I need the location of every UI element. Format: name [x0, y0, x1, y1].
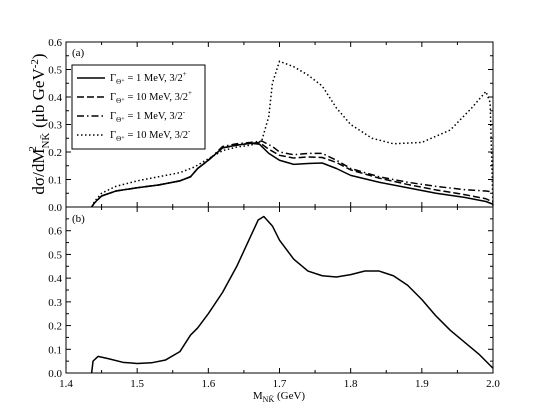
- series-line-a-1: [91, 141, 494, 208]
- y-tick-label-b: 0.1: [48, 344, 62, 356]
- y-tick-label-b: 0.2: [48, 321, 62, 333]
- y-tick-label-a: 0.2: [48, 147, 62, 159]
- legend-entry-3: ΓΘ⁺ = 10 MeV, 3/2-: [110, 127, 191, 143]
- y-tick-label-a: 0.6: [48, 37, 62, 49]
- legend-entry-1: ΓΘ⁺ = 10 MeV, 3/2+: [110, 89, 192, 105]
- panel-a-label: (a): [72, 47, 85, 59]
- y-axis-label: dσ/dMNK̄2 (μb GeV-2): [27, 53, 52, 194]
- y-tick-label-b: 0.5: [48, 249, 62, 261]
- panel-a-series: [90, 60, 494, 208]
- x-axis-label: MNK̄ (GeV): [253, 390, 306, 404]
- x-tick-label: 1.5: [130, 378, 144, 390]
- x-tick-label: 1.9: [415, 378, 429, 390]
- y-tick-label-a: 0.4: [48, 92, 62, 104]
- panel-b-frame: [65, 206, 494, 374]
- y-tick-label-b: 0.6: [48, 226, 62, 238]
- y-tick-label-a: 0.3: [48, 120, 62, 132]
- series-line-a-0: [91, 142, 494, 208]
- legend-entry-2: ΓΘ⁺ = 1 MeV, 3/2-: [110, 108, 186, 124]
- panel-b-ticks: 1.4 1.5 1.6 1.7 1.8 1.9 2.0 0.0 0.1 0.2 0.3 0.4 0.5 0…: [48, 207, 500, 390]
- series-line-a-2: [91, 140, 494, 208]
- x-tick-label: 1.8: [344, 378, 358, 390]
- x-tick-label: 1.6: [201, 378, 215, 390]
- y-tick-label-a: 0.0: [48, 202, 62, 214]
- y-tick-label-a: 0.1: [48, 175, 62, 187]
- panel-b-label: (b): [72, 213, 85, 225]
- series-line-a-3: [90, 60, 494, 208]
- y-tick-label-b: 0.4: [48, 273, 62, 285]
- panel-b-series: [90, 215, 494, 374]
- x-tick-label: 1.7: [273, 378, 287, 390]
- legend: ΓΘ⁺ = 1 MeV, 3/2+ ΓΘ⁺ = 10 MeV, 3/2+ ΓΘ⁺ =…: [71, 64, 206, 150]
- series-line-b-0: [90, 215, 494, 374]
- y-tick-label-b: 0.3: [48, 297, 62, 309]
- legend-entry-0: ΓΘ⁺ = 1 MeV, 3/2+: [110, 70, 187, 86]
- y-tick-label-a: 0.5: [48, 65, 62, 77]
- x-tick-label: 1.4: [59, 378, 73, 390]
- panel-a-ticks: 0.0 0.1 0.2 0.3 0.4 0.5 0.6: [48, 37, 494, 214]
- x-tick-label: 2.0: [486, 378, 500, 390]
- y-tick-label-b: 0.0: [48, 368, 62, 380]
